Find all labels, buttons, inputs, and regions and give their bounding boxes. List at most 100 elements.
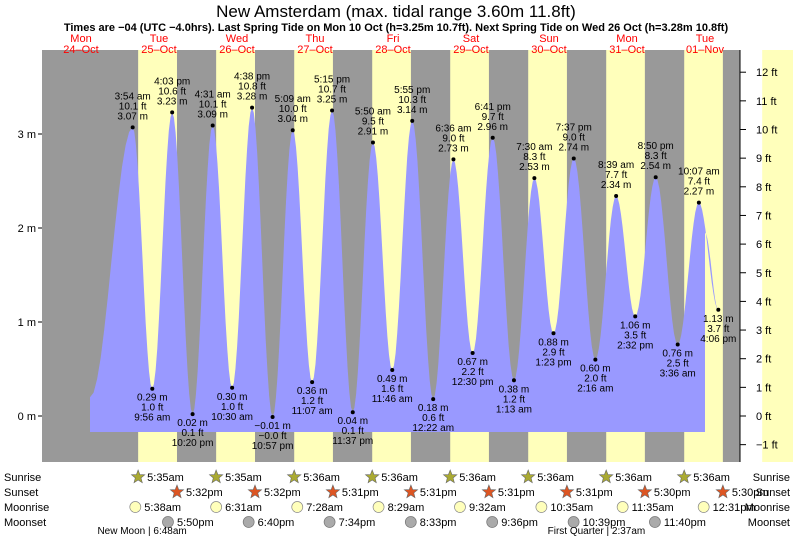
tide-time: 11:37 pm [332, 436, 373, 447]
sunrise-icon [676, 469, 692, 484]
tide-point [130, 125, 135, 130]
tide-label: 5:50 am9.5 ft2.91 m [355, 106, 391, 137]
tide-height-ft: 10.3 ft [398, 95, 426, 106]
y-tick-label-ft: 2 ft [756, 354, 771, 366]
row-label-left: Moonrise [4, 502, 49, 514]
tide-height-ft: 9.7 ft [482, 112, 504, 123]
sunset-icon [403, 484, 419, 499]
tide-time: 10:07 am [678, 167, 720, 178]
tide-point [532, 176, 537, 181]
tide-height-m: 3.28 m [237, 92, 268, 103]
y-tick-label-ft: 10 ft [756, 125, 777, 137]
tide-time: 1:13 am [496, 404, 532, 415]
tide-point [230, 385, 235, 390]
tide-time: 12:30 pm [452, 377, 494, 388]
tide-label: 8:50 pm8.3 ft2.54 m [638, 141, 674, 172]
daylight-band [762, 50, 793, 462]
tide-height-ft: 10.6 ft [158, 86, 186, 97]
tide-point [330, 108, 335, 113]
sunset-time: 5:30pm [654, 487, 691, 499]
tide-point [290, 128, 295, 133]
tide-height-m: −0.01 m [254, 421, 290, 432]
tide-point [716, 307, 721, 312]
tide-height-ft: 1.6 ft [381, 384, 403, 395]
sunset-icon [637, 484, 653, 499]
y-tick-label-ft: 8 ft [756, 182, 771, 194]
tide-point [675, 342, 680, 347]
tide-height-ft: 10.8 ft [238, 82, 266, 93]
tide-height-m: 3.23 m [157, 96, 188, 107]
tide-time: 4:38 pm [234, 72, 270, 83]
tide-height-m: 0.29 m [137, 393, 168, 404]
day-date: 30–Oct [531, 44, 566, 56]
y-tick-label-ft: 0 ft [756, 411, 771, 423]
moon-phase-label: First Quarter | 2:37am [548, 526, 646, 537]
tide-point [350, 410, 355, 415]
tide-height-m: 3.09 m [197, 110, 228, 121]
day-name: Tue [696, 33, 715, 45]
tide-height-ft: 1.2 ft [301, 396, 323, 407]
y-tick-label-ft: 6 ft [756, 239, 771, 251]
tide-label: 6:36 am9.0 ft2.73 m [435, 123, 471, 154]
sunset-icon [325, 484, 341, 499]
tide-label: 6:41 pm9.7 ft2.96 m [475, 102, 511, 133]
moonset-time: 8:33pm [420, 517, 457, 529]
tide-label: 7:37 pm9.0 ft2.74 m [556, 122, 592, 153]
row-label-left: Moonset [4, 517, 46, 529]
tide-height-ft: 10.7 ft [318, 85, 346, 96]
sunset-time: 5:30pm [732, 487, 769, 499]
tide-height-m: 0.49 m [377, 374, 408, 385]
day-name: Sun [539, 33, 559, 45]
moonrise-icon [454, 501, 466, 513]
tide-height-ft: 9.0 ft [442, 133, 464, 144]
tide-point [696, 200, 701, 205]
tide-time: 5:09 am [275, 94, 311, 105]
y-tick-label-ft: 3 ft [756, 325, 771, 337]
tide-height-ft: 7.4 ft [688, 177, 710, 188]
tide-height-m: 2.73 m [438, 143, 469, 154]
tide-label: 1.06 m3.5 ft2:32 pm [617, 320, 653, 351]
chart-subtitle: Times are −04 (UTC −4.0hrs). Last Spring… [64, 22, 729, 34]
tide-time: 11:07 am [292, 406, 333, 417]
moonrise-time: 10:35am [550, 502, 593, 514]
sunrise-icon [130, 469, 146, 484]
tide-time: 11:46 am [372, 394, 413, 405]
tide-time: 3:54 am [115, 91, 151, 102]
tide-height-m: 0.18 m [418, 403, 449, 414]
y-tick-label-ft: 5 ft [756, 268, 771, 280]
tide-time: 2:32 pm [617, 340, 653, 351]
sunset-icon [481, 484, 497, 499]
tide-height-ft: 1.0 ft [141, 403, 163, 414]
sunrise-icon [442, 469, 458, 484]
sunset-icon [169, 484, 185, 499]
tide-time: 4:03 pm [154, 76, 190, 87]
tide-height-m: 2.27 m [684, 187, 715, 198]
tide-height-m: 0.30 m [217, 392, 248, 403]
row-label-right: Moonrise [745, 502, 790, 514]
tide-height-ft: −0.0 ft [259, 431, 287, 442]
moonrise-time: 11:35am [632, 502, 674, 514]
tide-time: 6:36 am [435, 123, 471, 134]
moonset-icon [567, 516, 580, 528]
tide-height-m: 0.36 m [297, 386, 328, 397]
tide-time: 5:50 am [355, 106, 391, 117]
left-margin [0, 50, 42, 462]
sunrise-icon [598, 469, 614, 484]
sunset-time: 5:31pm [420, 487, 457, 499]
tide-point [190, 412, 195, 417]
tide-height-ft: 10.1 ft [199, 100, 227, 111]
moonrise-time: 6:31am [225, 502, 262, 514]
day-date: 29–Oct [453, 44, 488, 56]
tide-point [210, 123, 215, 128]
tide-height-ft: 10.1 ft [119, 101, 147, 112]
tide-height-ft: 2.5 ft [667, 359, 689, 370]
moonrise-icon [697, 501, 710, 513]
tide-time: 10:20 pm [172, 438, 214, 449]
